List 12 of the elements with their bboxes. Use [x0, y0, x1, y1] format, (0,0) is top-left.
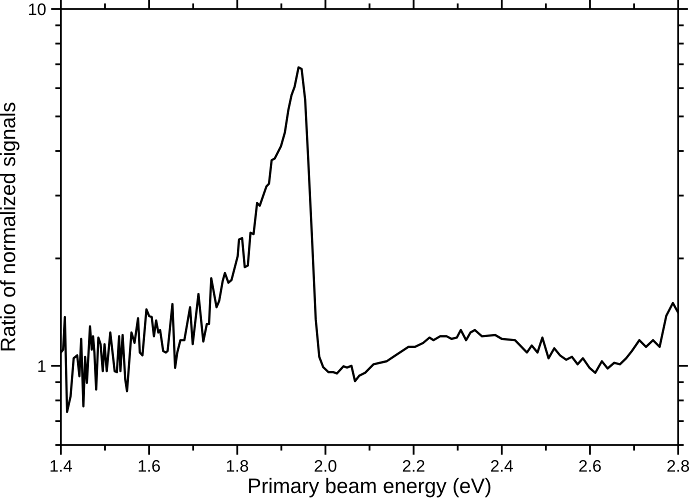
x-tick-label: 1.8 — [226, 460, 248, 472]
x-axis-title: Primary beam energy (eV) — [249, 478, 490, 498]
y-axis-title: Ratio of normalized signals — [0, 102, 20, 350]
y-tick-label: 10 — [29, 3, 46, 16]
x-tick-label: 1.6 — [138, 460, 160, 472]
x-tick-label: 2.4 — [491, 460, 513, 472]
x-tick-label: 2.2 — [402, 460, 424, 472]
x-tick-label: 2.8 — [667, 460, 690, 472]
x-tick-label: 2.0 — [314, 460, 336, 472]
y-tick-label: 1 — [38, 360, 46, 372]
x-tick-label: 1.4 — [50, 460, 72, 472]
x-tick-label: 2.6 — [579, 460, 601, 472]
